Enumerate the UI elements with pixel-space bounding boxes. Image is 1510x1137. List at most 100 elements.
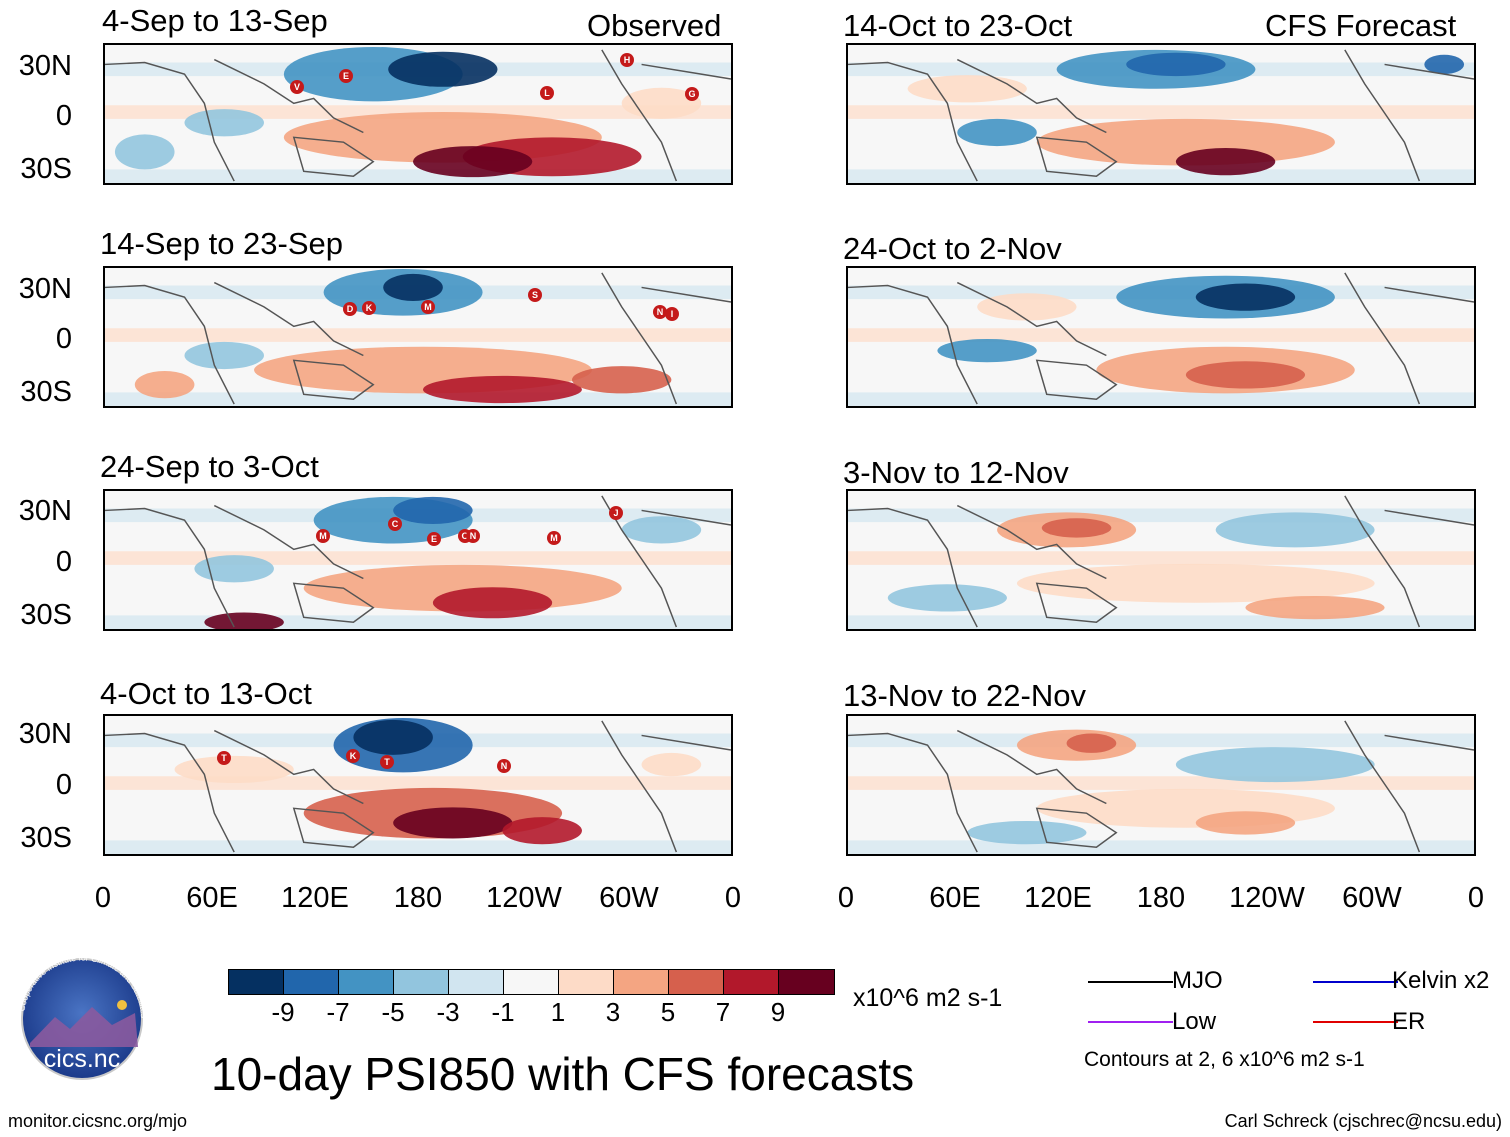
coastline	[1035, 582, 1118, 623]
shading-anomaly	[1195, 811, 1296, 835]
colorbar-tick-label: 7	[715, 997, 731, 1027]
storm-marker: E	[339, 69, 353, 83]
coastline	[105, 732, 235, 853]
map-fcst-3	[846, 489, 1476, 631]
shading-anomaly	[1175, 148, 1276, 176]
lon-label-120w: 120W	[1229, 882, 1305, 914]
lat-label-30n: 30N	[18, 718, 72, 750]
colorbar-cell	[614, 970, 669, 994]
storm-marker: M	[316, 529, 330, 543]
coastline	[956, 729, 1107, 805]
shading-anomaly	[422, 375, 582, 404]
shading-anomaly	[174, 755, 294, 784]
colorbar-cell	[284, 970, 339, 994]
colorbar-cell	[339, 970, 394, 994]
forecast-header: CFS Forecast	[1265, 8, 1457, 43]
colorbar-tick-label: 1	[550, 997, 566, 1027]
lat-label-eq: 0	[55, 769, 72, 801]
colorbar-units: x10^6 m2 s-1	[853, 984, 1003, 1012]
shading-anomaly	[1016, 563, 1375, 603]
cicsnc-logo: Cooperative Institute for Climate and Sa…	[17, 955, 149, 1080]
lon-label-180: 180	[393, 882, 443, 914]
main-title: 10-day PSI850 with CFS forecasts	[211, 1048, 915, 1100]
coastline	[601, 272, 678, 405]
fcst-panel-1-title: 14-Oct to 23-Oct	[843, 8, 1073, 43]
shading-band	[848, 328, 1474, 342]
coastline	[1384, 734, 1474, 751]
legend-mjo-label: MJO	[1172, 967, 1223, 994]
shading-anomaly	[1424, 54, 1465, 75]
shading-anomaly	[1126, 52, 1226, 77]
lat-label-30s: 30S	[20, 376, 72, 408]
shading-anomaly	[194, 555, 274, 583]
coastline	[1035, 807, 1118, 848]
lat-label-eq: 0	[55, 100, 72, 132]
shading-band	[848, 733, 1474, 748]
coastline	[641, 734, 731, 751]
storm-marker: I	[665, 307, 679, 321]
shading-anomaly	[1245, 595, 1385, 620]
shading-anomaly	[114, 134, 175, 170]
colorbar-cell	[394, 970, 449, 994]
coastline	[292, 359, 375, 400]
coastline	[292, 136, 375, 177]
storm-marker: N	[497, 759, 511, 773]
colorbar-tick-label: -1	[491, 997, 515, 1027]
coastline	[1344, 495, 1421, 628]
colorbar-tick-label: -7	[326, 997, 350, 1027]
map-obs-1	[103, 43, 733, 185]
coastline	[213, 504, 364, 580]
coastline	[105, 284, 235, 405]
lon-label-60e: 60E	[186, 882, 238, 914]
lat-label-30n: 30N	[18, 50, 72, 82]
coastline	[1344, 720, 1421, 853]
lon-label-60w: 60W	[1342, 882, 1402, 914]
colorbar-tick-label: 9	[770, 997, 786, 1027]
shading-band	[848, 840, 1474, 854]
lon-label-120e: 120E	[281, 882, 349, 914]
storm-marker: E	[427, 532, 441, 546]
lon-label-180: 180	[1136, 882, 1186, 914]
coastline	[105, 507, 235, 628]
storm-marker: V	[290, 80, 304, 94]
shading-anomaly	[502, 817, 582, 845]
legend-contour-note: Contours at 2, 6 x10^6 m2 s-1	[1084, 1048, 1365, 1071]
coastline	[1384, 286, 1474, 303]
footer-url[interactable]: monitor.cicsnc.org/mjo	[8, 1111, 188, 1131]
storm-marker: N	[466, 529, 480, 543]
shading-anomaly	[1175, 747, 1375, 783]
shading-anomaly	[1066, 733, 1117, 753]
lat-label-30s: 30S	[20, 599, 72, 631]
legend-er-label: ER	[1392, 1008, 1426, 1035]
map-fcst-4	[846, 714, 1476, 856]
shading-anomaly	[1215, 512, 1375, 548]
fcst-panel-2-title: 24-Oct to 2-Nov	[843, 231, 1062, 266]
coastline	[641, 63, 731, 80]
shading-band	[848, 392, 1474, 406]
lat-label-30n: 30N	[18, 495, 72, 527]
legend-mjo-line	[1088, 981, 1173, 983]
colorbar-cell	[779, 970, 834, 994]
colorbar-cell	[504, 970, 559, 994]
shading-anomaly	[937, 338, 1037, 363]
obs-panel-4-title: 4-Oct to 13-Oct	[100, 676, 312, 711]
shading-anomaly	[413, 146, 533, 178]
lon-label-0: 0	[94, 882, 112, 914]
shading-anomaly	[432, 587, 553, 619]
lat-label-eq: 0	[55, 546, 72, 578]
shading-anomaly	[184, 341, 264, 370]
shading-band	[848, 105, 1474, 119]
lon-label-0-end: 0	[724, 882, 742, 914]
map-obs-3	[103, 489, 733, 631]
coastline	[956, 58, 1107, 134]
obs-panel-2-title: 14-Sep to 23-Sep	[100, 226, 344, 261]
colorbar-tick-label: 3	[605, 997, 621, 1027]
shading-anomaly	[393, 807, 513, 839]
coastline	[848, 507, 978, 628]
legend-low-label: Low	[1172, 1008, 1217, 1035]
shading-anomaly	[907, 75, 1027, 103]
shading-anomaly	[134, 371, 195, 399]
coastline	[601, 49, 678, 182]
shading-anomaly	[572, 366, 672, 394]
storm-marker: D	[343, 302, 357, 316]
